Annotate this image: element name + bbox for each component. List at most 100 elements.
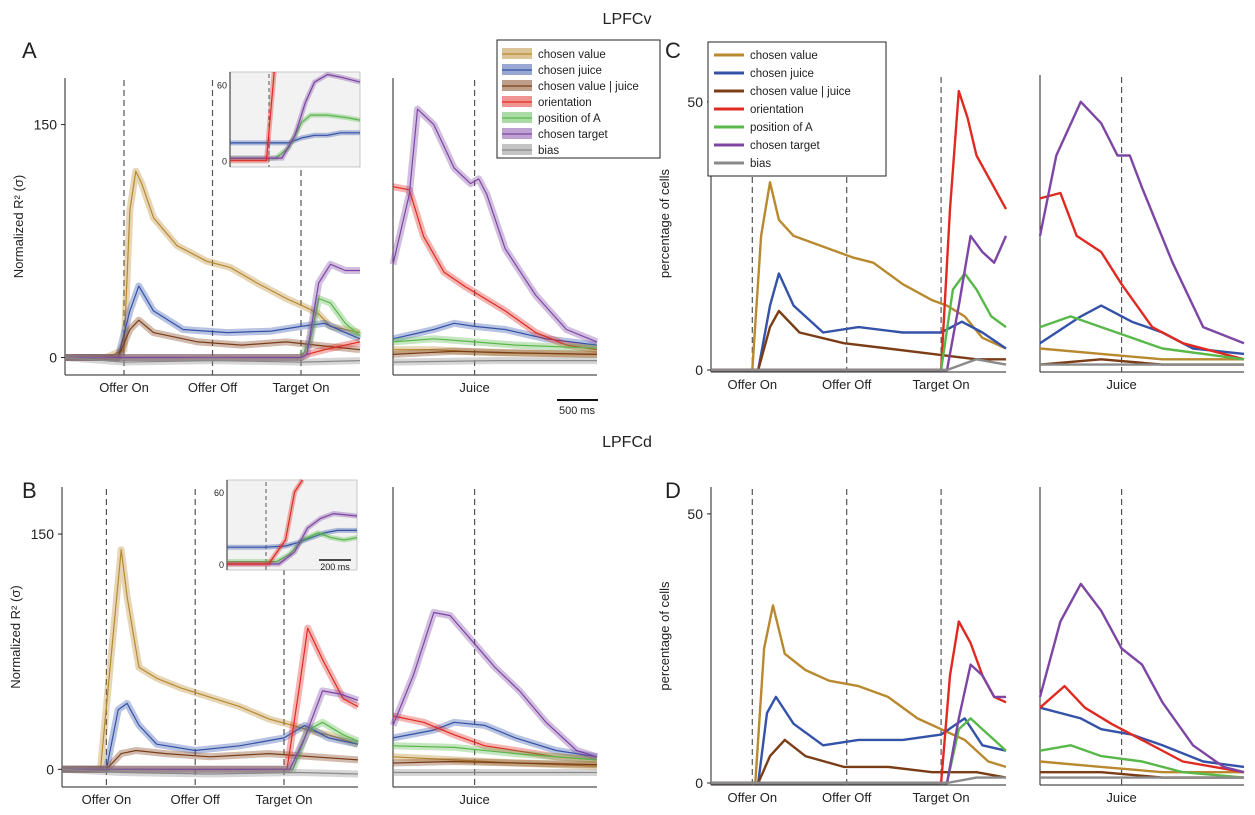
- legend-a-label-bias: bias: [538, 145, 559, 157]
- y-axis-label-d: percentage of cells: [657, 581, 672, 691]
- series-line-b-left-chosen-value: [62, 549, 359, 770]
- series-line-b-left-chosen-value-juice: [62, 749, 359, 770]
- legend-a-label-orientation: orientation: [538, 97, 592, 109]
- series-line-b-right-chosen-value-juice: [392, 760, 598, 766]
- series-line-c-left-bias: [711, 358, 1007, 372]
- series-line-a-right-orientation: [392, 186, 598, 351]
- scale-bar-label: 500 ms: [559, 405, 596, 417]
- inset-line-a-chosen-juice: [230, 132, 360, 144]
- series-line-d-left-chosen-juice: [711, 695, 1007, 785]
- panel-letter-d: D: [665, 478, 681, 503]
- y-tick-label-b-1: 150: [31, 526, 55, 542]
- x-tick-label-c-target-on: Target On: [913, 377, 970, 392]
- legend-c-label-chosen-value: chosen value: [750, 50, 818, 62]
- series-line-a-right-chosen-target: [392, 108, 598, 343]
- panel-c: 0 50 percentage of cells Offer On Offer Off T…: [657, 75, 1245, 392]
- x-tick-label-b-offer-off: Offer Off: [171, 792, 221, 807]
- inset-line-a-chosen-target: [230, 73, 361, 159]
- legend-c-label-chosen-juice: chosen juice: [750, 68, 814, 80]
- inset-tick-label-b-1: 60: [214, 488, 224, 498]
- series-line-c-right-chosen-value: [1039, 347, 1244, 361]
- inset-tick-label-a-1: 60: [217, 81, 227, 91]
- series-line-a-left-chosen-value: [65, 170, 361, 359]
- series-line-d-left-bias: [711, 776, 1006, 785]
- legend-c-label-position-of-a: position of A: [750, 122, 813, 134]
- x-tick-label-d-offer-off: Offer Off: [822, 790, 872, 805]
- series-line-b-left-chosen-target: [62, 690, 359, 770]
- series-line-c-left-chosen-target: [711, 234, 1008, 372]
- series-line-d-right-position-of-a: [1039, 744, 1245, 779]
- inset-a: 0 60: [217, 71, 361, 168]
- x-tick-label-a-offer-off: Offer Off: [188, 380, 238, 395]
- inset-scale-bar-label: 200 ms: [320, 562, 350, 572]
- inset-line-b-chosen-target: [227, 512, 358, 565]
- series-line-d-right-chosen-juice: [1039, 706, 1245, 769]
- series-line-b-right-chosen-value: [392, 756, 598, 767]
- y-tick-label-d-1: 50: [687, 506, 703, 522]
- inset-line-b-orientation: [227, 479, 303, 565]
- legend-a-label-chosen-target: chosen target: [538, 129, 608, 141]
- legend-c-label-bias: bias: [750, 158, 771, 170]
- x-tick-label-c-offer-on: Offer On: [727, 377, 777, 392]
- inset-tick-label-a-0: 0: [222, 157, 227, 167]
- x-tick-label-a-offer-on: Offer On: [99, 380, 149, 395]
- series-line-a-right-bias: [392, 360, 597, 363]
- x-tick-label-b-target-on: Target On: [255, 792, 312, 807]
- panel-b: 0 150 Normalized R² (σ) Offer On Offer Off Ta…: [8, 478, 599, 807]
- series-line-c-left-chosen-juice: [711, 272, 1007, 372]
- panel-letter-b: B: [22, 478, 37, 503]
- legend-a-label-chosen-value-juice: chosen value | juice: [538, 81, 639, 93]
- x-tick-label-a-target-on: Target On: [272, 380, 329, 395]
- series-line-d-right-chosen-target: [1038, 582, 1245, 774]
- series-line-a-right-chosen-value-juice: [392, 350, 598, 355]
- x-tick-label-b-offer-on: Offer On: [82, 792, 132, 807]
- x-tick-label-d-juice: Juice: [1106, 790, 1136, 805]
- series-line-a-left-chosen-target: [65, 263, 360, 359]
- series-line-c-left-chosen-value: [711, 181, 1007, 372]
- y-tick-label-a-1: 150: [34, 117, 58, 133]
- legend-a-label-position-of-a: position of A: [538, 113, 601, 125]
- y-axis-label-a: Normalized R² (σ): [11, 175, 26, 278]
- x-tick-label-d-target-on: Target On: [913, 790, 970, 805]
- series-line-b-right-chosen-juice: [392, 721, 598, 758]
- inset-tick-label-b-0: 0: [219, 560, 224, 570]
- inset-line-b-position-of-a: [227, 532, 358, 563]
- y-tick-label-c-0: 0: [695, 362, 703, 378]
- y-axis-label-c: percentage of cells: [657, 168, 672, 278]
- panel-letter-a: A: [22, 38, 37, 63]
- inset-line-a-orientation: [230, 71, 275, 162]
- series-line-a-left-bias: [64, 356, 361, 363]
- series-line-a-left-chosen-value-juice: [65, 319, 361, 359]
- legend-a: chosen value chosen juice chosen value | j…: [496, 39, 661, 159]
- series-line-d-right-orientation: [1039, 684, 1245, 774]
- x-tick-label-d-offer-on: Offer On: [727, 790, 777, 805]
- series-line-c-right-position-of-a: [1039, 315, 1245, 361]
- legend-c-label-chosen-target: chosen target: [750, 140, 820, 152]
- legend-a-label-chosen-value: chosen value: [538, 49, 606, 61]
- series-line-d-left-chosen-target: [711, 663, 1006, 785]
- series-line-a-right-position-of-a: [392, 338, 598, 349]
- legend-a-label-chosen-juice: chosen juice: [538, 65, 602, 77]
- series-line-b-left-bias: [61, 768, 359, 775]
- inset-b: 0 60 200 ms: [214, 478, 358, 572]
- y-axis-label-b: Normalized R² (σ): [8, 585, 23, 688]
- x-tick-label-b-juice: Juice: [459, 792, 489, 807]
- legend-c-label-chosen-value-juice: chosen value | juice: [750, 86, 851, 98]
- series-line-d-right-chosen-value: [1039, 760, 1244, 774]
- y-tick-label-b-0: 0: [46, 761, 54, 777]
- series-line-a-left-chosen-juice: [65, 285, 361, 359]
- legend-c: chosen value chosen juice chosen value | j…: [707, 41, 887, 177]
- series-line-b-right-chosen-target: [392, 611, 598, 758]
- panel-letter-c: C: [665, 38, 681, 63]
- series-line-c-right-chosen-juice: [1039, 304, 1245, 356]
- y-tick-label-a-0: 0: [49, 349, 57, 365]
- scale-bar-main: 500 ms: [557, 399, 598, 417]
- series-line-c-left-orientation: [711, 89, 1008, 372]
- panel-a: 0 150 Normalized R² (σ) Offer On Offer Off Ta…: [11, 71, 599, 395]
- series-line-c-left-chosen-value-juice: [711, 309, 1006, 372]
- series-line-b-right-position-of-a: [392, 745, 598, 761]
- inset-bg-a: [229, 71, 361, 168]
- y-tick-label-d-0: 0: [695, 775, 703, 791]
- series-line-c-right-orientation: [1039, 191, 1245, 361]
